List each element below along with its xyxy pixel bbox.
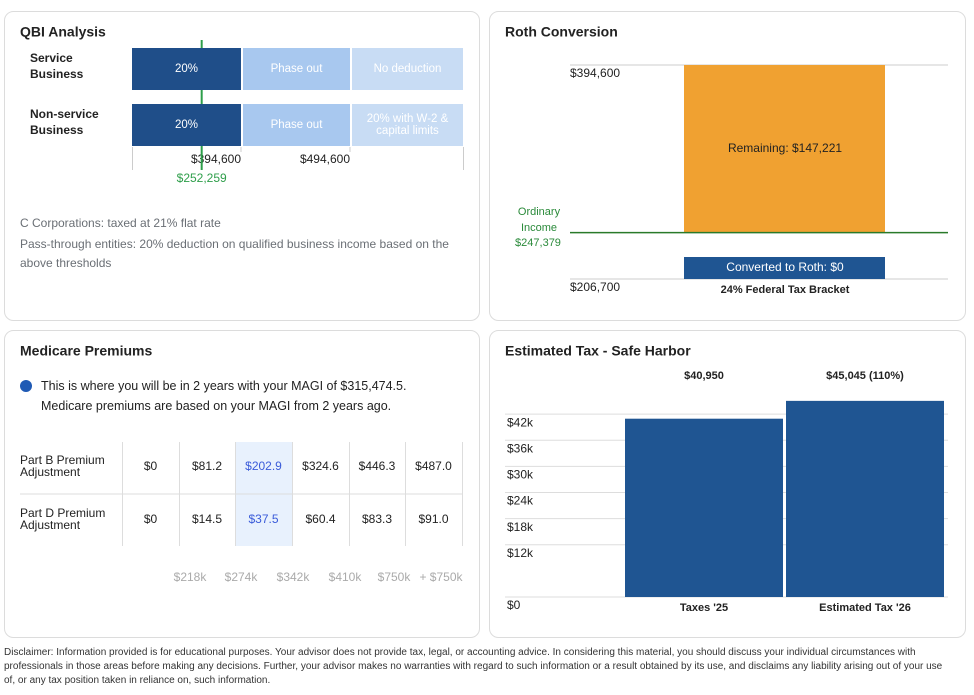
premium-cell: $91.0 <box>418 512 448 526</box>
threshold-label: $394,600 <box>191 152 241 166</box>
medicare-note: Medicare premiums are based on your MAGI… <box>41 399 392 413</box>
premium-cell: $446.3 <box>359 459 396 473</box>
panel-title: Estimated Tax - Safe Harbor <box>505 343 691 359</box>
premium-cell: $14.5 <box>192 512 222 526</box>
medicare-note: This is where you will be in 2 years wit… <box>41 379 407 393</box>
qbi-cell: 20% <box>132 104 241 146</box>
panel-title: QBI Analysis <box>20 24 106 40</box>
value-label: $45,045 (110%) <box>826 370 904 382</box>
qbi-note: C Corporations: taxed at 21% flat rate <box>20 216 221 230</box>
x-tick-label: Taxes '25 <box>680 602 728 614</box>
ordinary-income-value: $247,379 <box>515 237 561 249</box>
row-label: Service Business <box>30 51 84 81</box>
value-label: $40,950 <box>684 370 724 382</box>
threshold-label: $494,600 <box>300 152 350 166</box>
qbi-cell: Phase out <box>243 104 350 146</box>
y-tick-label: $0 <box>507 598 521 612</box>
income-label: $252,259 <box>177 171 227 185</box>
qbi-cell: Phase out <box>243 48 350 90</box>
y-tick-label: $18k <box>507 520 534 534</box>
premium-cell: $83.3 <box>362 512 392 526</box>
x-tick-label: Estimated Tax '26 <box>819 602 911 614</box>
row-label: Part D Premium Adjustment <box>20 506 106 532</box>
bar <box>786 400 944 597</box>
segment-label: Remaining: $147,221 <box>728 141 842 155</box>
y-tick-label: $42k <box>507 415 534 429</box>
premium-cell: $81.2 <box>192 459 222 473</box>
bracket-label: $342k <box>277 570 311 584</box>
bullet-dot <box>20 380 32 392</box>
premium-cell: $324.6 <box>302 459 339 473</box>
y-tick-label: $12k <box>507 546 534 560</box>
converted-label-box <box>684 257 885 279</box>
bar-category: 24% Federal Tax Bracket <box>721 284 850 296</box>
y-tick-label: $394,600 <box>570 66 620 80</box>
bracket-label: + $750k <box>419 570 463 584</box>
premium-cell: $202.9 <box>245 459 282 473</box>
qbi-cell: 20% with W-2 & capital limits <box>352 104 463 146</box>
premium-cell: $60.4 <box>305 512 335 526</box>
premium-cell: $487.0 <box>415 459 452 473</box>
bar <box>625 418 783 597</box>
y-tick-label: $24k <box>507 494 534 508</box>
premium-cell: $0 <box>144 512 158 526</box>
ordinary-income-label: Ordinary Income <box>517 206 561 234</box>
y-tick-label: $30k <box>507 468 534 482</box>
row-label: Non-service Business <box>30 107 99 137</box>
premium-cell: $37.5 <box>248 512 278 526</box>
premium-cell: $0 <box>144 459 158 473</box>
y-tick-label: $36k <box>507 441 534 455</box>
y-tick-label: $206,700 <box>570 280 620 294</box>
bracket-label: $218k <box>174 570 208 584</box>
qbi-cell: No deduction <box>352 48 463 90</box>
bracket-label: $410k <box>329 570 363 584</box>
panel-title: Roth Conversion <box>505 24 618 40</box>
segment-label: Converted to Roth: $0 <box>726 260 844 274</box>
bracket-label: $750k <box>378 570 412 584</box>
qbi-cell: 20% <box>132 48 241 90</box>
bar-segment <box>684 65 885 233</box>
disclaimer: Disclaimer: Information provided is for … <box>4 647 943 686</box>
bracket-label: $274k <box>225 570 259 584</box>
row-label: Part B Premium Adjustment <box>20 453 105 479</box>
panel-title: Medicare Premiums <box>20 343 152 359</box>
qbi-note: Pass-through entities: 20% deduction on … <box>20 237 449 270</box>
